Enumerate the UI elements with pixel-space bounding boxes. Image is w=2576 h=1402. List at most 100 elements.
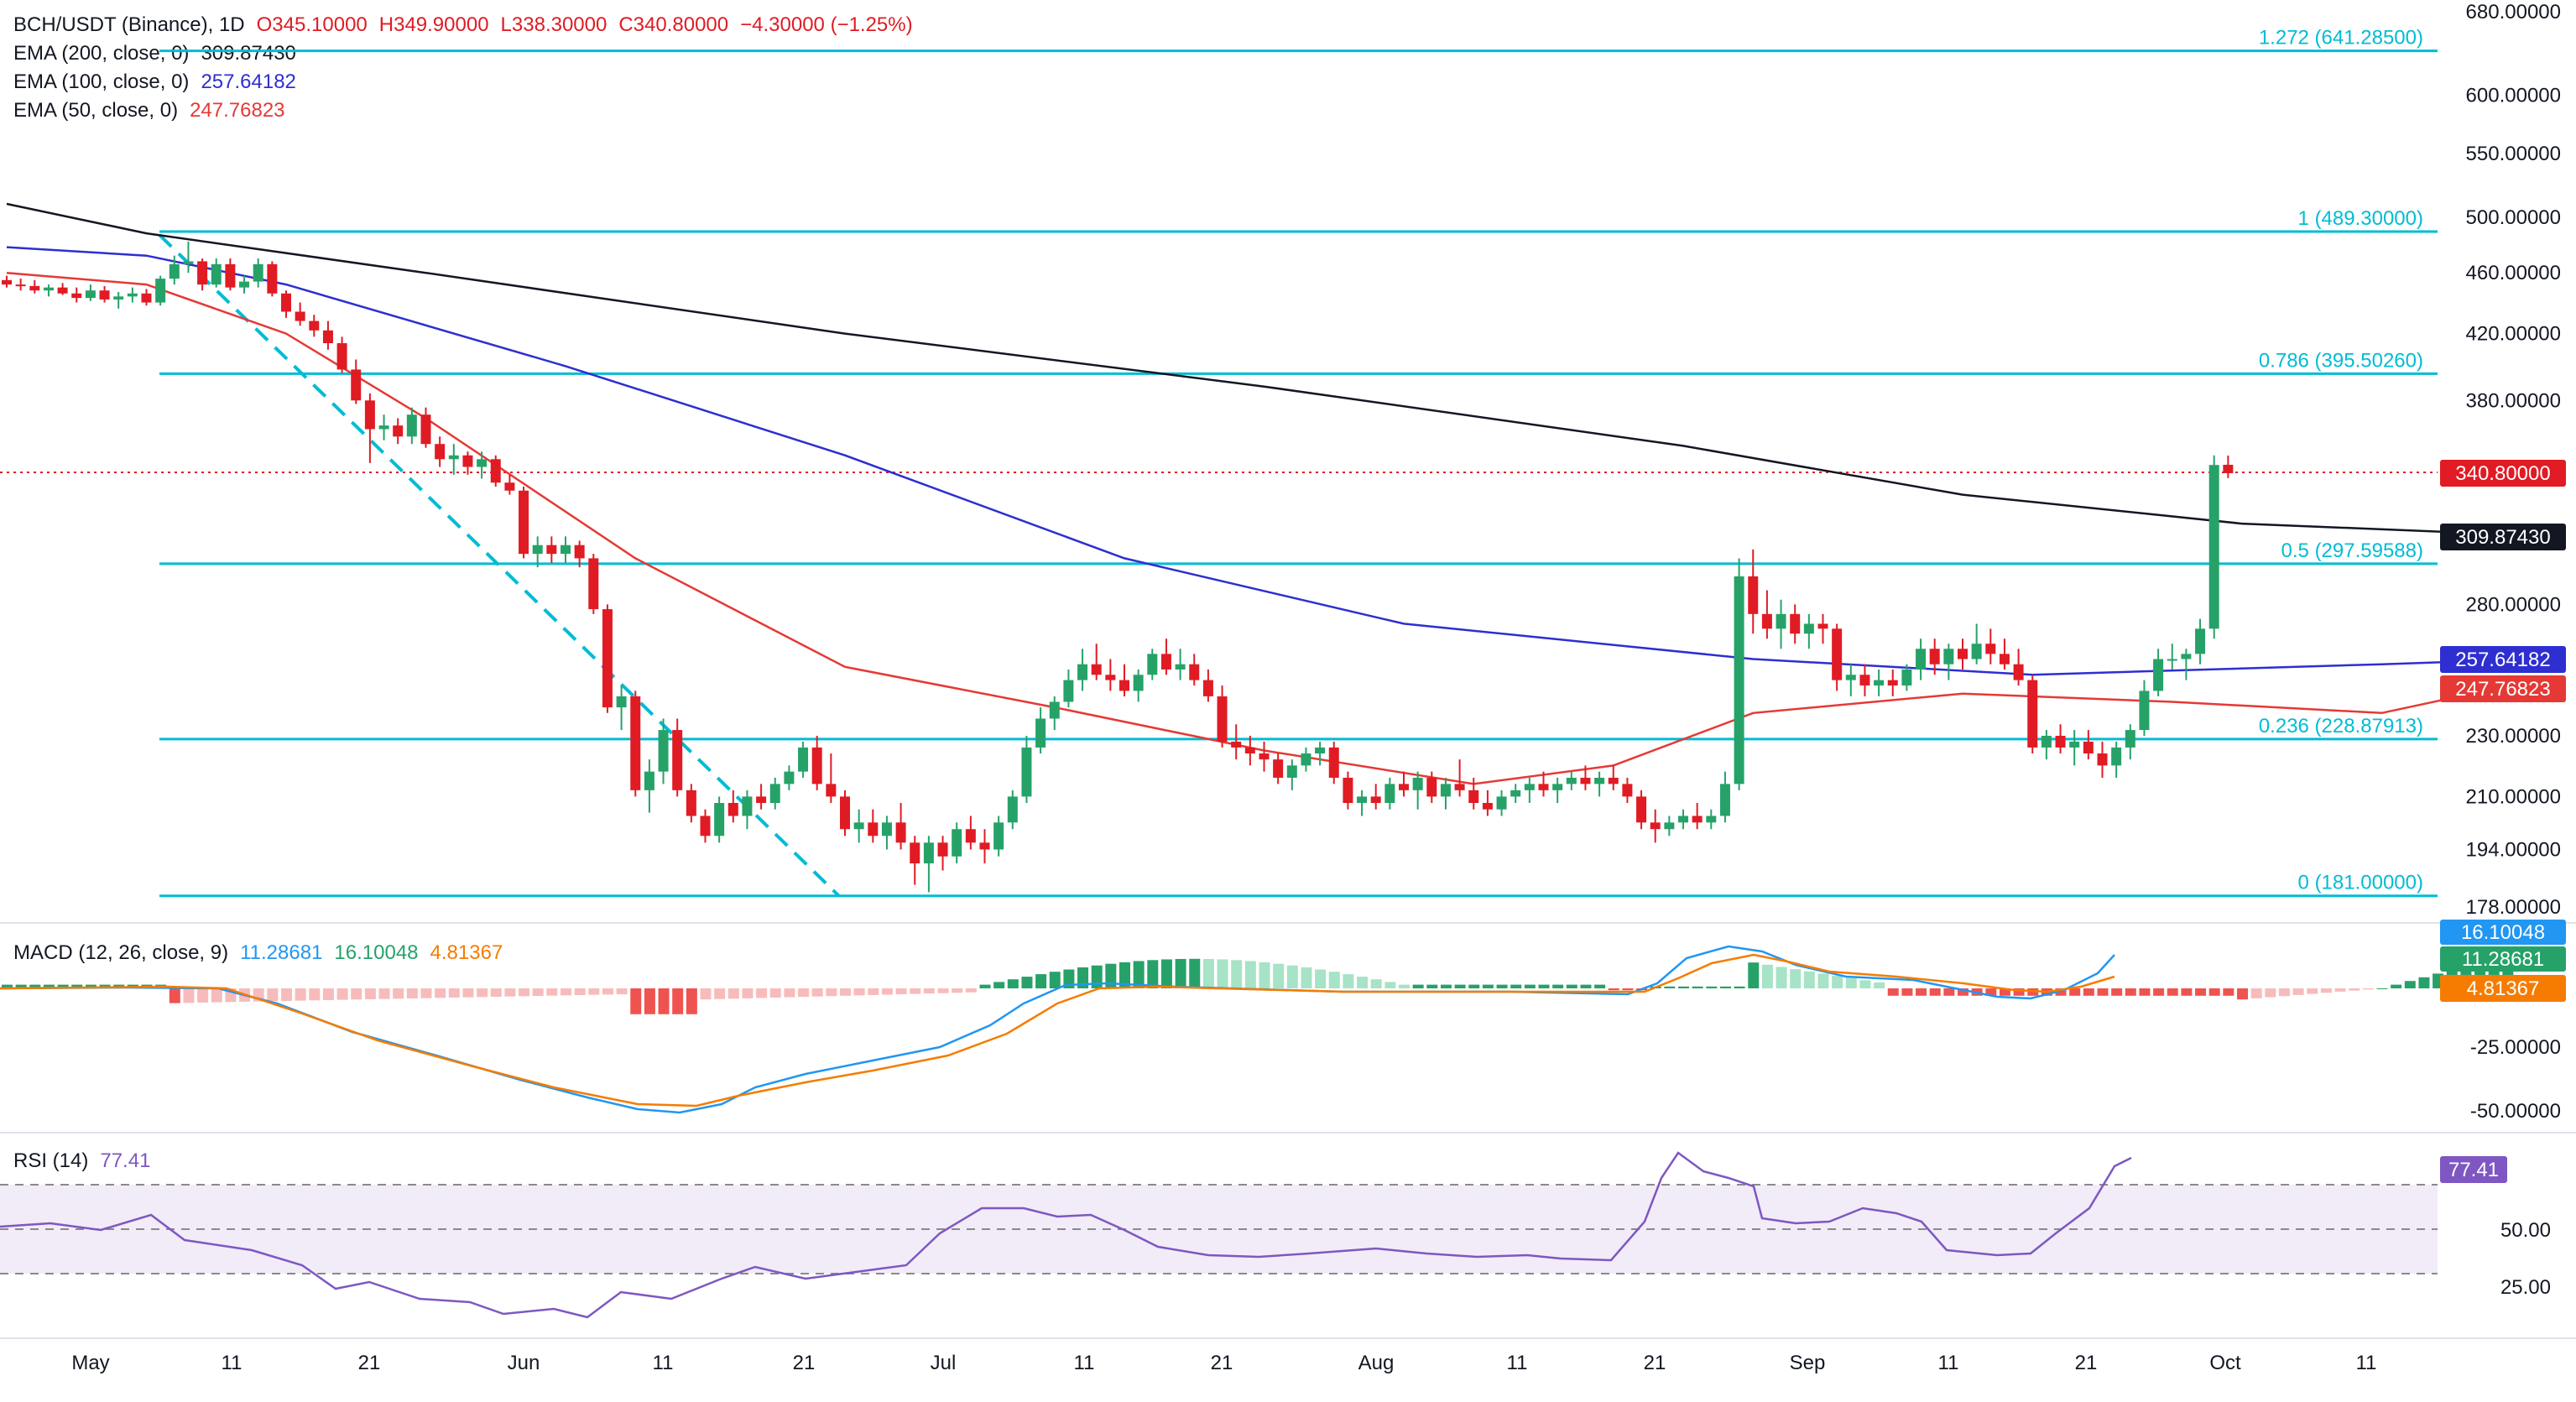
candle-body[interactable] — [1160, 654, 1171, 670]
fibonacci-levels[interactable]: 1.272 (641.28500) 1 (489.30000) 0.786 (395… — [159, 27, 2438, 898]
candle-body[interactable] — [1636, 796, 1647, 823]
candle-body[interactable] — [1399, 784, 1409, 790]
candle-body[interactable] — [2, 279, 12, 285]
candle-body[interactable] — [1958, 649, 1968, 659]
candle-body[interactable] — [686, 790, 696, 816]
candle-body[interactable] — [519, 490, 529, 555]
rsi-axis[interactable]: 50.00 25.00 — [2500, 1219, 2551, 1299]
candle-body[interactable] — [1776, 613, 1786, 629]
candle-body[interactable] — [15, 284, 26, 287]
candle-body[interactable] — [322, 330, 333, 344]
candle-body[interactable] — [1007, 796, 1018, 823]
candle-body[interactable] — [1468, 790, 1479, 804]
ema100-legend[interactable]: EMA (100, close, 0) 257.64182 — [13, 70, 308, 94]
candle-body[interactable] — [85, 290, 96, 299]
candle-body[interactable] — [616, 696, 627, 708]
candle-body[interactable] — [1580, 777, 1591, 784]
candle-body[interactable] — [1370, 796, 1381, 804]
candle-body[interactable] — [826, 784, 837, 797]
candle-body[interactable] — [1734, 576, 1744, 784]
candle-body[interactable] — [700, 816, 711, 837]
candle-body[interactable] — [840, 796, 850, 830]
candle-body[interactable] — [1916, 649, 1927, 670]
candle-body[interactable] — [881, 822, 892, 837]
candle-body[interactable] — [169, 263, 180, 279]
candle-body[interactable] — [672, 730, 683, 790]
candle-body[interactable] — [1049, 701, 1060, 719]
candle-body[interactable] — [1887, 680, 1898, 685]
candle-body[interactable] — [1217, 696, 1228, 742]
candle-body[interactable] — [1985, 644, 1996, 654]
candle-body[interactable] — [1259, 753, 1270, 760]
candle-body[interactable] — [141, 293, 152, 303]
candle-body[interactable] — [910, 842, 920, 864]
candle-body[interactable] — [1133, 675, 1144, 691]
candle-body[interactable] — [1412, 777, 1423, 790]
candle-body[interactable] — [1817, 623, 1828, 629]
ema200-legend[interactable]: EMA (200, close, 0) 309.87430 — [13, 42, 308, 65]
candle-body[interactable] — [1175, 664, 1186, 670]
time-axis[interactable]: May 11 21 Jun 11 21 Jul 11 21 Aug 11 21 Sep 11 21 Oct 11 — [71, 1352, 2376, 1374]
candle-body[interactable] — [1426, 777, 1437, 797]
candle-body[interactable] — [29, 285, 40, 291]
candle-body[interactable] — [1035, 718, 1046, 748]
candle-body[interactable] — [1874, 680, 1885, 685]
candle-body[interactable] — [183, 261, 194, 264]
macd-axis[interactable]: -25.00000 -50.00000 — [2470, 1036, 2561, 1123]
candle-body[interactable] — [1147, 654, 1158, 675]
candle-body[interactable] — [1943, 649, 1954, 665]
candle-body[interactable] — [225, 263, 236, 288]
candle-body[interactable] — [1524, 784, 1535, 790]
candle-body[interactable] — [267, 263, 278, 294]
candle-body[interactable] — [2069, 741, 2080, 748]
candle-body[interactable] — [1790, 613, 1801, 634]
candle-body[interactable] — [574, 545, 585, 559]
candle-body[interactable] — [1999, 654, 2010, 665]
candle-body[interactable] — [742, 796, 753, 816]
candle-body[interactable] — [1748, 576, 1759, 614]
candle-body[interactable] — [2083, 741, 2094, 754]
candle-body[interactable] — [952, 829, 962, 857]
candle-body[interactable] — [1832, 628, 1843, 680]
candle-body[interactable] — [43, 287, 54, 291]
ema100-line[interactable] — [6, 246, 2508, 676]
candle-body[interactable] — [1706, 816, 1717, 823]
candle-body[interactable] — [2027, 680, 2038, 748]
candle-body[interactable] — [923, 842, 934, 864]
candle-body[interactable] — [1845, 675, 1856, 680]
candle-body[interactable] — [2181, 654, 2192, 659]
candle-body[interactable] — [2013, 664, 2024, 680]
candle-body[interactable] — [1244, 747, 1255, 754]
candles[interactable] — [2, 241, 2234, 893]
candle-body[interactable] — [727, 803, 738, 816]
candle-body[interactable] — [1496, 796, 1507, 810]
candle-body[interactable] — [1273, 759, 1284, 778]
candle-body[interactable] — [1859, 675, 1870, 685]
candle-body[interactable] — [784, 771, 795, 784]
candle-body[interactable] — [1343, 777, 1353, 804]
candle-body[interactable] — [393, 425, 404, 437]
candle-body[interactable] — [490, 459, 501, 483]
candle-body[interactable] — [1440, 784, 1451, 797]
ema50-line[interactable] — [6, 271, 2508, 785]
candle-body[interactable] — [532, 545, 543, 555]
ema200-line[interactable] — [6, 202, 2508, 538]
candle-body[interactable] — [1566, 777, 1577, 784]
macd-signal-line[interactable] — [0, 953, 2115, 1108]
candle-body[interactable] — [561, 545, 571, 555]
macd-legend[interactable]: MACD (12, 26, close, 9) 11.28681 16.10048 4… — [13, 941, 514, 965]
candle-body[interactable] — [1482, 803, 1493, 810]
candle-body[interactable] — [2208, 465, 2219, 629]
candle-body[interactable] — [798, 747, 809, 772]
candle-body[interactable] — [769, 784, 780, 804]
candle-body[interactable] — [853, 822, 864, 830]
candle-body[interactable] — [504, 482, 515, 491]
candle-body[interactable] — [756, 796, 767, 804]
candle-body[interactable] — [1538, 784, 1549, 790]
candle-body[interactable] — [1105, 675, 1116, 680]
candle-body[interactable] — [1510, 790, 1521, 797]
candle-body[interactable] — [658, 730, 669, 772]
candle-body[interactable] — [1971, 644, 1982, 659]
ema50-legend[interactable]: EMA (50, close, 0) 247.76823 — [13, 99, 297, 122]
